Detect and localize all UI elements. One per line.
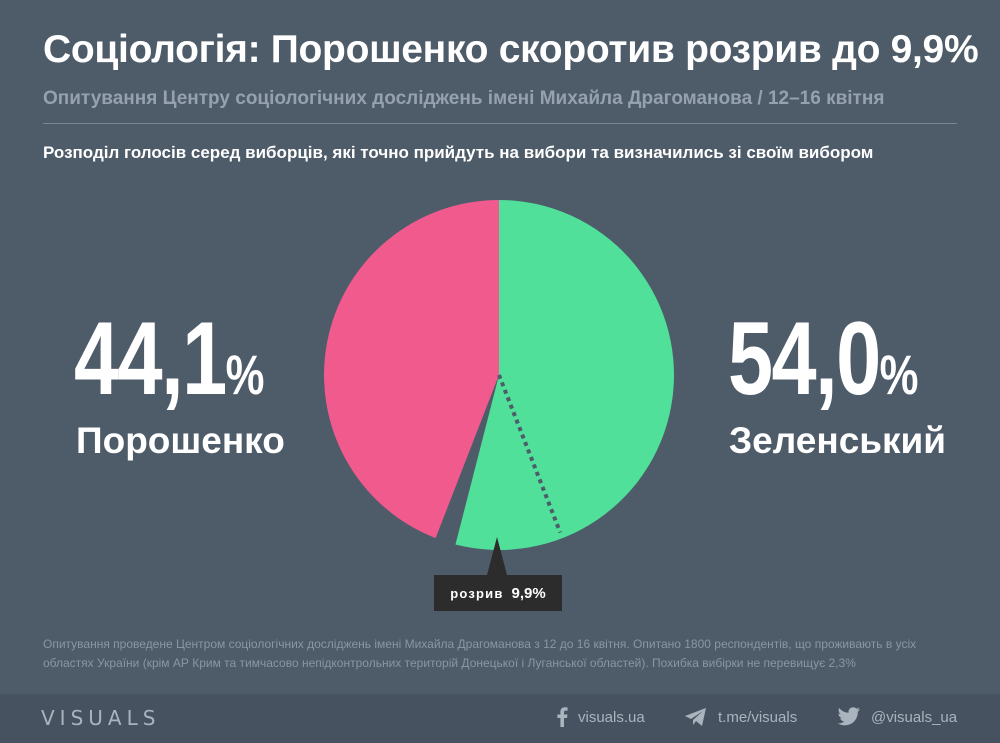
pie-chart xyxy=(324,200,674,550)
twitter-handle: @visuals_ua xyxy=(871,708,958,726)
poroshenko-percent-value: 44,1 xyxy=(74,301,227,417)
gap-value: 9,9% xyxy=(511,584,546,602)
telegram-link[interactable]: t.me/visuals xyxy=(684,707,797,727)
poroshenko-label: Порошенко xyxy=(76,420,285,461)
page-title: Соціологія: Порошенко скоротив розрив до… xyxy=(43,28,979,71)
twitter-link[interactable]: @visuals_ua xyxy=(837,707,957,727)
telegram-handle: t.me/visuals xyxy=(718,708,798,726)
pie-slice-poroshenko xyxy=(324,200,499,539)
chart-subtitle: Розподіл голосів серед виборців, які точ… xyxy=(43,143,874,162)
footer: VISUALS visuals.ua t.me/visuals @visuals… xyxy=(0,694,1000,743)
facebook-link[interactable]: visuals.ua xyxy=(556,707,645,727)
telegram-icon xyxy=(684,707,708,727)
gap-word: розрив xyxy=(450,585,504,601)
gap-pointer xyxy=(487,537,507,575)
header-divider xyxy=(43,123,957,124)
pie-slice-zelensky xyxy=(455,200,674,550)
zelensky-percent-value: 54,0 xyxy=(728,301,881,417)
zelensky-percent: 54,0% xyxy=(728,300,918,419)
zelensky-percent-unit: % xyxy=(879,343,919,406)
facebook-icon xyxy=(556,707,568,727)
zelensky-label: Зеленський xyxy=(729,420,947,461)
page-subtitle: Опитування Центру соціологічних дослідже… xyxy=(43,88,885,109)
brand-logo: VISUALS xyxy=(41,706,161,730)
methodology-note: Опитування проведене Центром соціологічн… xyxy=(43,637,917,670)
poroshenko-percent-unit: % xyxy=(225,343,265,406)
poroshenko-percent: 44,1% xyxy=(74,300,264,419)
facebook-handle: visuals.ua xyxy=(578,708,645,726)
gap-label: розрив 9,9% xyxy=(434,575,562,611)
twitter-icon xyxy=(837,707,861,727)
